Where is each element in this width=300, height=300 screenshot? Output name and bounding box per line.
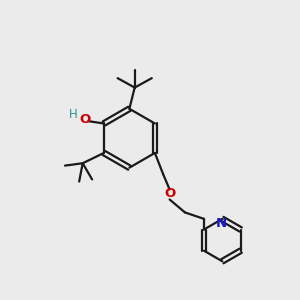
Text: O: O (164, 187, 175, 200)
Text: H: H (69, 108, 78, 121)
Text: N: N (216, 217, 227, 230)
Text: O: O (79, 113, 90, 126)
